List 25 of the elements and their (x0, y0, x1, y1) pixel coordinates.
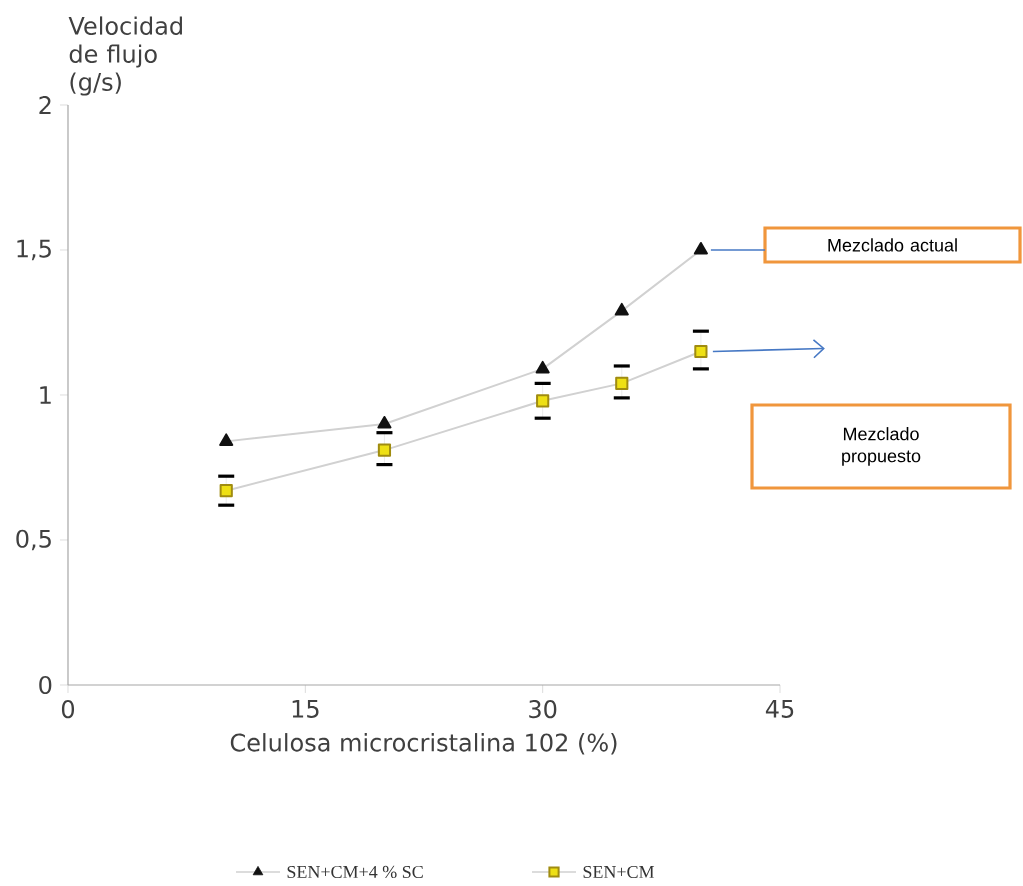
text: Mezclado propuesto (842, 427, 921, 466)
point (614, 302, 629, 316)
point (615, 376, 629, 390)
text: Mezclado actual (828, 238, 957, 252)
x-tick-label: 30 (529, 700, 557, 719)
point (377, 443, 392, 457)
y-tick-label: 0,5 (16, 529, 51, 551)
y-tick-label: 2 (39, 96, 51, 114)
point (377, 415, 392, 429)
point (219, 433, 234, 446)
y-tick-label: 1,5 (17, 239, 51, 261)
y-axis-title: Velocidad de flujo (g/s) (68, 16, 182, 96)
point (219, 484, 233, 498)
point (694, 344, 708, 359)
x-tick-label: 15 (292, 700, 319, 718)
legend-label: SEN+CM (583, 865, 655, 879)
legend-label: SEN+CM+4 % SC (287, 865, 423, 879)
x-axis-title: Celulosa microcristalina 102 (%) (230, 733, 617, 755)
point (535, 360, 550, 374)
point (536, 394, 550, 408)
point (693, 241, 708, 255)
x-tick-label: 0 (61, 700, 75, 719)
y-tick-label: 1 (40, 386, 51, 404)
x-tick-label: 45 (765, 700, 794, 718)
y-tick-label: 0 (39, 675, 52, 695)
